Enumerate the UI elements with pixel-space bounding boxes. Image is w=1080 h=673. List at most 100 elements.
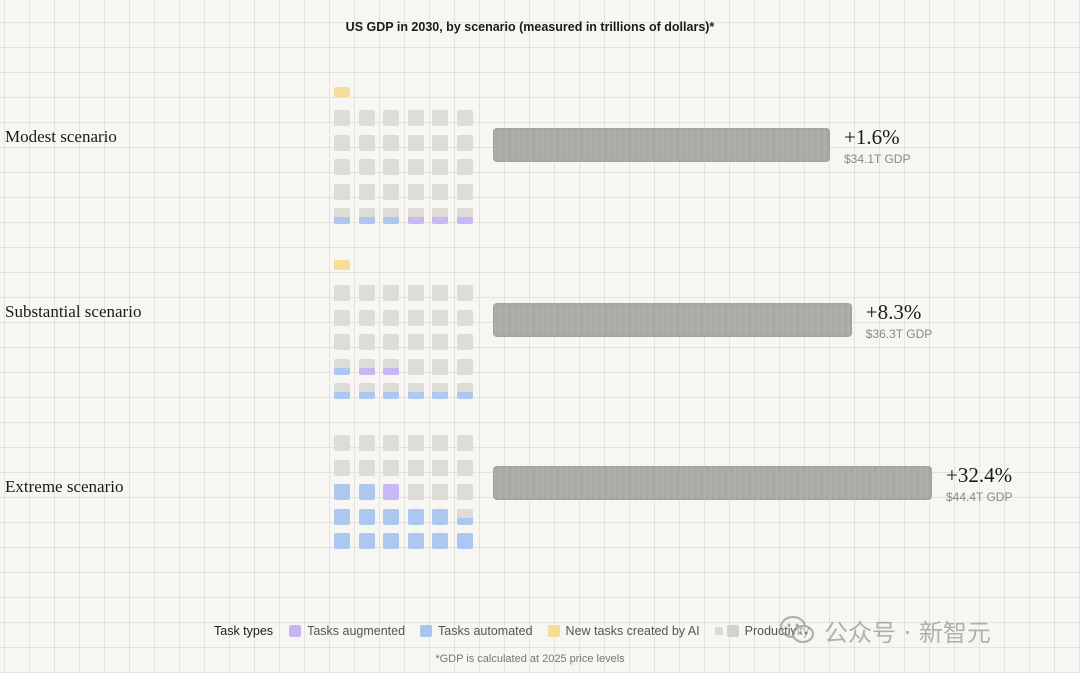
task-cell-productivity	[358, 285, 375, 301]
watermark: 公众号 · 新智元	[780, 612, 991, 648]
task-cell-productivity	[383, 285, 399, 301]
task-cell-productivity	[383, 183, 399, 200]
task-cell-productivity	[383, 159, 399, 175]
task-cell-augmented	[407, 208, 424, 224]
legend-label-new-tasks: New tasks created by AI	[565, 624, 700, 638]
task-cell-productivity	[432, 134, 448, 151]
task-cell-productivity	[334, 334, 350, 350]
task-cell-productivity	[407, 459, 424, 476]
gdp-label-substantial: $36.3T GDP	[865, 327, 933, 341]
task-cell-productivity	[334, 459, 350, 476]
task-cell-productivity	[407, 110, 424, 126]
task-cell-productivity	[358, 459, 375, 476]
task-cell-productivity	[456, 134, 473, 151]
task-cell-automated	[432, 533, 448, 549]
task-cell-productivity	[432, 285, 448, 301]
legend-label-augmented: Tasks augmented	[307, 624, 406, 638]
gdp-bar-modest	[493, 128, 830, 162]
change-label-substantial: +8.3%	[865, 300, 922, 324]
task-cell-productivity	[358, 110, 375, 126]
task-cell-productivity	[432, 309, 448, 326]
task-cell-productivity	[383, 309, 399, 326]
legend-swatch-productivity	[726, 625, 739, 637]
legend-swatch-new-tasks	[547, 625, 560, 637]
task-cell-productivity	[432, 110, 448, 126]
task-cell-automated	[383, 383, 399, 399]
task-cell-productivity	[456, 484, 473, 500]
task-cell-productivity	[334, 285, 350, 301]
task-cell-productivity	[407, 159, 424, 175]
task-cell-productivity	[432, 183, 448, 200]
task-cell-automated	[407, 533, 424, 549]
task-cell-automated	[456, 508, 473, 525]
task-cell-productivity	[456, 285, 473, 301]
task-cell-productivity	[334, 183, 350, 200]
task-cell-productivity	[456, 309, 473, 326]
legend-swatch-productivity-small	[714, 627, 723, 635]
task-cell-automated	[383, 508, 399, 525]
task-cell-productivity	[383, 459, 399, 476]
task-cell-productivity	[407, 309, 424, 326]
task-cell-automated	[358, 484, 375, 500]
legend-item-automated: Tasks automated	[420, 624, 533, 638]
task-cell-productivity	[334, 309, 350, 326]
gdp-bar-substantial	[493, 303, 852, 337]
task-cell-automated	[358, 383, 375, 399]
task-cell-productivity	[358, 435, 375, 451]
task-cell-augmented	[358, 358, 375, 375]
task-cell-automated	[334, 508, 350, 525]
scenario-label-extreme: Extreme scenario	[5, 477, 124, 496]
task-cell-augmented	[432, 208, 448, 224]
task-cell-automated	[334, 533, 350, 549]
task-cell-augmented	[456, 208, 473, 224]
task-cell-productivity	[383, 435, 399, 451]
gdp-label-modest: $34.1T GDP	[844, 152, 911, 166]
task-cell-productivity	[432, 358, 448, 375]
legend-label-automated: Tasks automated	[438, 624, 533, 638]
task-cell-productivity	[432, 459, 448, 476]
task-cell-productivity	[334, 134, 350, 151]
task-cell-productivity	[334, 110, 350, 126]
task-cell-productivity	[407, 484, 424, 500]
task-cell-productivity	[432, 334, 448, 350]
task-cell-productivity	[407, 134, 424, 151]
task-cell-productivity	[407, 285, 424, 301]
task-cell-productivity	[456, 110, 473, 126]
footnote: *GDP is calculated at 2025 price levels	[435, 653, 625, 665]
legend-swatch-automated	[420, 625, 433, 637]
task-cell-augmented	[383, 484, 399, 500]
task-cell-productivity	[383, 110, 399, 126]
task-cell-automated	[383, 533, 399, 549]
task-cell-automated	[432, 508, 448, 525]
task-cell-automated	[334, 358, 350, 375]
task-cell-automated	[334, 383, 350, 399]
scenario-label-modest: Modest scenario	[5, 127, 117, 146]
gdp-label-extreme: $44.4T GDP	[946, 490, 1013, 504]
task-cell-productivity	[432, 435, 448, 451]
task-cell-automated	[432, 383, 448, 399]
task-cell-productivity	[456, 459, 473, 476]
task-cell-augmented	[383, 358, 399, 375]
task-cell-productivity	[407, 183, 424, 200]
change-label-extreme: +32.4%	[946, 463, 1013, 487]
task-cell-productivity	[456, 159, 473, 175]
task-cell-productivity	[456, 183, 473, 200]
task-cell-productivity	[407, 358, 424, 375]
task-cell-productivity	[383, 334, 399, 350]
task-cell-productivity	[358, 134, 375, 151]
legend-item-augmented: Tasks augmented	[289, 624, 405, 638]
task-cell-productivity	[334, 435, 350, 451]
task-cell-productivity	[432, 484, 448, 500]
task-cell-automated	[358, 508, 375, 525]
task-cell-automated	[334, 484, 350, 500]
scenario-label-substantial: Substantial scenario	[5, 302, 142, 321]
task-cell-automated	[358, 533, 375, 549]
task-cell-productivity	[432, 159, 448, 175]
gdp-bar-extreme	[493, 466, 932, 500]
task-cell-automated	[334, 208, 350, 224]
task-cell-productivity	[456, 334, 473, 350]
task-cell-automated	[383, 208, 399, 224]
task-cell-productivity	[358, 183, 375, 200]
watermark-text: 公众号 · 新智元	[824, 618, 991, 647]
task-cell-automated	[358, 208, 375, 224]
